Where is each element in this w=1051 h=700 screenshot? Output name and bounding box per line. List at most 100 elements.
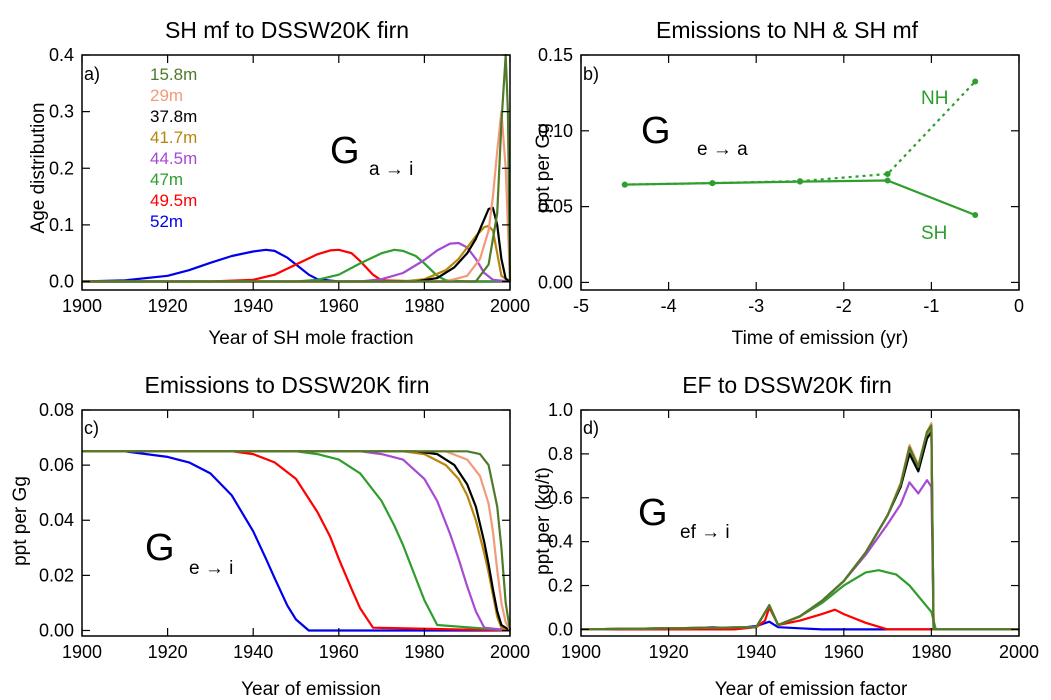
panel-a-ytick-label: 0.0 [49, 272, 74, 292]
panel-a-xlabel: Year of SH mole fraction [208, 328, 413, 349]
panel-a-series-line-44-5m [82, 241, 511, 283]
panel-b-g-subscript: e → a [697, 139, 748, 160]
panel-d-g-subscript: ef → i [680, 522, 730, 543]
panel-a-series-line-49-5m [82, 248, 510, 283]
panel-a-xtick-label: 1940 [233, 296, 273, 316]
legend-item-29m: 29m [150, 86, 183, 105]
panel-a-xtick-label: 1900 [62, 296, 102, 316]
panel-c-series-line-49-5m [82, 450, 511, 632]
panel-d-xtick-label: 1980 [911, 642, 951, 662]
panel-c-ytick-label: 0.06 [39, 455, 74, 475]
panel-b-xtick-label: -5 [573, 296, 589, 316]
panel-c-series-line-41-7m [82, 450, 511, 632]
panel-c-plot: 1900 1920 1940 1960 1980 2000 0.00 0.02 0.04 0.06… [39, 400, 530, 662]
panel-a-label: a) [84, 64, 100, 84]
legend-item-44-5m: 44.5m [150, 149, 197, 168]
panel-d-plot: 1900 1920 1940 1960 1980 2000 0.0 0.2 0.4 0.6 0.8 1… [548, 400, 1039, 662]
panel-a-series-line-15-8m [82, 53, 512, 283]
panel-b-point-sh [884, 177, 891, 184]
panel-d-ytick-label: 0.0 [548, 619, 573, 639]
panel-d-frame [580, 409, 1020, 637]
panel-b-xtick-label: -1 [923, 296, 939, 316]
panel-b-ytick-label: 0.00 [538, 272, 573, 292]
panel-c-xlabel: Year of emission [241, 679, 381, 700]
panel-c-ytick-label: 0.08 [39, 400, 74, 420]
panel-b-xtick-label: 0 [1014, 296, 1024, 316]
panel-c-series-line-47m [82, 450, 511, 632]
panel-b-ytick-label: 0.05 [538, 197, 573, 217]
panel-c-ylabel: ppt per Gg [10, 476, 31, 566]
panel-a-plot: 1900 1920 1940 1960 1980 2000 0.0 0.1 0.2 0.3 0.4 [49, 45, 530, 316]
panel-c-ytick-label: 0.00 [39, 620, 74, 640]
panel-d-title: EF to DSSW20K firn [682, 372, 892, 398]
panel-d-ylabel: ppt per (kg/t) [533, 467, 554, 575]
panel-c-g-symbol: G [145, 527, 175, 569]
panel-b-nh-label: NH [921, 88, 948, 109]
panel-c-label: c) [84, 418, 99, 438]
panel-b-series-line-sh [624, 179, 976, 217]
panel-b-point-sh [709, 180, 716, 187]
panel-c-g-subscript: e → i [189, 558, 233, 579]
panel-c-ytick-label: 0.02 [39, 565, 74, 585]
panel-d-xtick-label: 1900 [561, 642, 601, 662]
panel-b-plot: -5 -4 -3 -2 -1 0 0.00 0.05 0.10 0.15 [538, 45, 1024, 316]
panel-b-point-nh [972, 78, 979, 85]
panel-b-xlabel: Time of emission (yr) [732, 328, 909, 349]
panel-d-xtick-label: 2000 [999, 642, 1039, 662]
panel-a-ylabel: Age distribution [28, 103, 49, 234]
panel-c-series-line-15-8m [82, 450, 512, 631]
panel-a-series-line-52m [81, 248, 510, 283]
panel-b-ytick-label: 0.15 [538, 45, 573, 65]
legend-item-49-5m: 49.5m [150, 191, 197, 210]
panel-b-ytick-label: 0.10 [538, 121, 573, 141]
panel-d-label: d) [583, 418, 599, 438]
panel-a-xtick-label: 2000 [490, 296, 530, 316]
panel-d-ytick-label: 0.6 [548, 488, 573, 508]
panel-b-sh-label: SH [921, 223, 947, 244]
panel-c-series-line-44-5m [82, 450, 511, 632]
legend-item-47m: 47m [150, 170, 183, 189]
panel-b-point-sh [972, 211, 979, 218]
panel-b-label: b) [583, 64, 599, 84]
panel-c-frame [81, 409, 511, 637]
legend-item-15-8m: 15.8m [150, 65, 197, 84]
panel-c-title: Emissions to DSSW20K firn [144, 372, 429, 398]
panel-b-g-symbol: G [641, 110, 671, 152]
panel-c-series-line-29m [82, 450, 511, 632]
panel-a-xtick-label: 1980 [404, 296, 444, 316]
panel-a-g-symbol: G [330, 130, 360, 172]
panel-b-point-sh [621, 181, 628, 188]
panel-d-xtick-label: 1960 [824, 642, 864, 662]
panel-c-xtick-label: 1900 [62, 642, 102, 662]
legend-item-41-7m: 41.7m [150, 128, 197, 147]
panel-a-xtick-label: 1920 [148, 296, 188, 316]
panel-a-ytick-label: 0.1 [49, 215, 74, 235]
panel-b-xtick-label: -3 [748, 296, 764, 316]
panel-c-xtick-label: 1960 [319, 642, 359, 662]
panel-c-xtick-label: 1920 [148, 642, 188, 662]
panel-a-title: SH mf to DSSW20K firn [165, 17, 409, 43]
panel-a-ytick-label: 0.2 [49, 158, 74, 178]
depth-legend: 15.8m 29m 37.8m 41.7m 44.5m 47m 49.5m 52… [150, 65, 197, 231]
panel-c-xtick-label: 1940 [233, 642, 273, 662]
panel-d-xtick-label: 1940 [736, 642, 776, 662]
panel-b-point-sh [797, 178, 803, 185]
panel-b-point-nh [884, 171, 891, 178]
panel-c-xtick-label: 1980 [404, 642, 444, 662]
panel-d-g-symbol: G [638, 492, 668, 534]
panel-d-xtick-label: 1920 [649, 642, 689, 662]
panel-c-series-line-52m [82, 450, 510, 632]
panel-d-ytick-label: 0.2 [548, 576, 573, 596]
panel-d-series-line-49-5m [581, 606, 1019, 631]
legend-item-52m: 52m [150, 212, 183, 231]
panel-c-xtick-label: 2000 [490, 642, 530, 662]
panel-b-frame [580, 54, 1020, 291]
panel-b-title: Emissions to NH & SH mf [656, 17, 919, 43]
panel-a-xtick-label: 1960 [319, 296, 359, 316]
panel-c-series-line-37-8m [82, 450, 511, 632]
panel-a-ytick-label: 0.3 [49, 102, 74, 122]
panel-a-series-line-29m [82, 110, 512, 283]
panel-d-ytick-label: 0.8 [548, 444, 573, 464]
panel-a-g-subscript: a → i [369, 159, 413, 180]
